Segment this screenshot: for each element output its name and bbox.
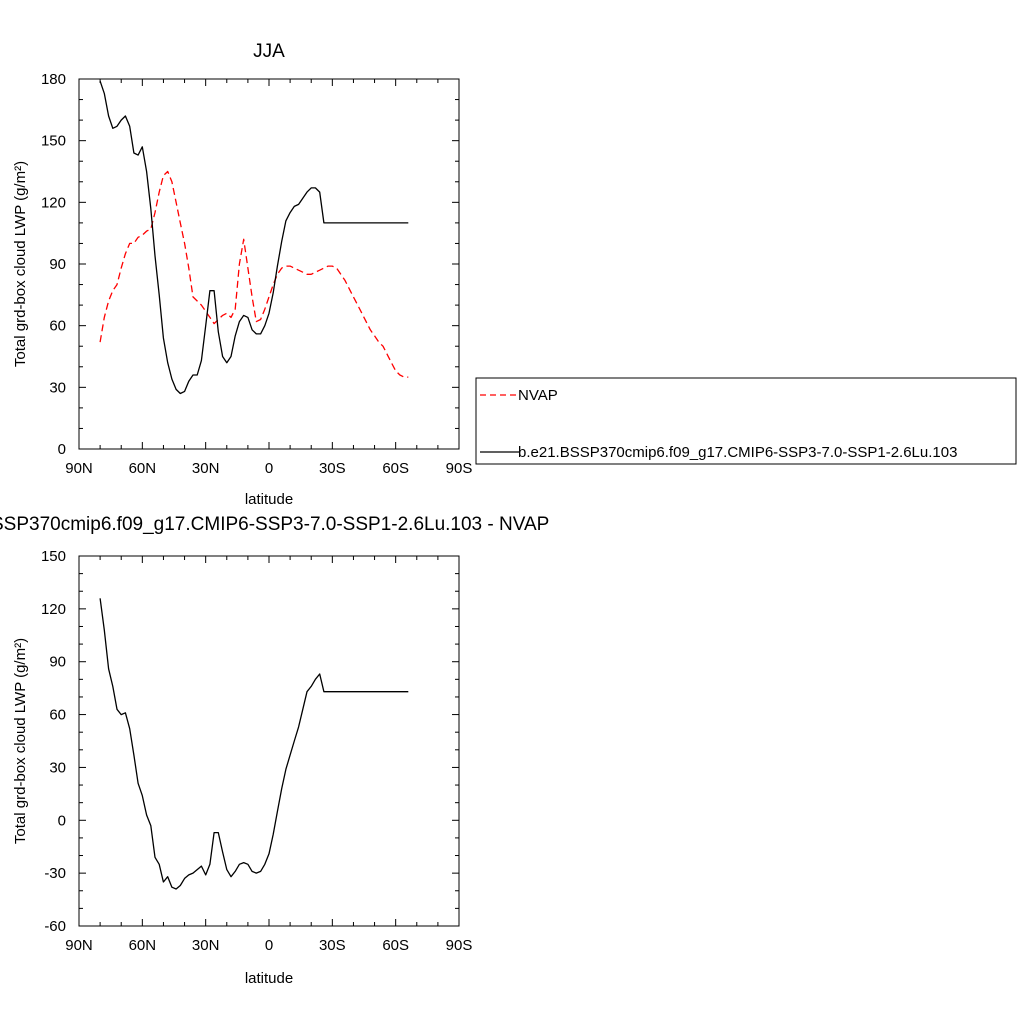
- bottom-chart-x-tick-label: 60S: [382, 937, 409, 954]
- top-chart-x-tick-label: 90N: [65, 460, 93, 477]
- bottom-chart-y-axis-label: Total grd-box cloud LWP (g/m²): [12, 638, 29, 844]
- top-chart-x-tick-label: 30N: [192, 460, 220, 477]
- bottom-chart-x-tick-label: 90S: [446, 937, 473, 954]
- top-chart-x-axis-label: latitude: [245, 491, 293, 508]
- top-chart-y-tick-label: 60: [49, 318, 66, 335]
- bottom-chart-y-tick-label: 30: [49, 759, 66, 776]
- top-chart-legend: NVAP b.e21.BSSP370cmip6.f09_g17.CMIP6-SS…: [475, 377, 1017, 465]
- bottom-chart-ticks: [78, 555, 460, 927]
- bottom-chart-panel: SSP370cmip6.f09_g17.CMIP6-SSP3-7.0-SSP1-…: [0, 514, 549, 987]
- bottom-chart-series: [99, 598, 409, 890]
- top-chart-series-line-1: [99, 80, 409, 395]
- top-chart-y-tick-label: 150: [41, 133, 66, 150]
- bottom-chart-y-tick-label: -30: [44, 865, 66, 882]
- bottom-chart-y-tick-label: -60: [44, 918, 66, 935]
- top-chart-x-tick-label: 60S: [382, 460, 409, 477]
- legend-label-model: b.e21.BSSP370cmip6.f09_g17.CMIP6-SSP3-7.…: [518, 444, 957, 461]
- bottom-chart-series-line-0: [99, 598, 409, 890]
- bottom-chart-title: SSP370cmip6.f09_g17.CMIP6-SSP3-7.0-SSP1-…: [0, 514, 549, 535]
- top-chart-y-tick-label: 120: [41, 194, 66, 211]
- top-chart-title: JJA: [253, 41, 285, 62]
- legend-box: [475, 377, 1017, 465]
- bottom-chart-y-tick-label: 120: [41, 601, 66, 618]
- top-chart-x-tick-label: 30S: [319, 460, 346, 477]
- top-chart-y-tick-labels: 0 30 60 90 120 150 180: [41, 71, 66, 458]
- bottom-chart-x-tick-label: 0: [265, 937, 273, 954]
- top-chart-y-tick-label: 180: [41, 71, 66, 88]
- bottom-chart-x-tick-label: 60N: [129, 937, 157, 954]
- bottom-chart-y-tick-label: 60: [49, 707, 66, 724]
- bottom-chart-plot-area: [78, 555, 460, 927]
- top-chart-ticks: [78, 78, 460, 450]
- legend-label-nvap: NVAP: [518, 387, 558, 404]
- top-chart-y-tick-label: 30: [49, 379, 66, 396]
- top-chart-x-tick-label: 60N: [129, 460, 157, 477]
- bottom-chart-x-axis-label: latitude: [245, 970, 293, 987]
- bottom-chart-frame: [78, 555, 460, 927]
- top-chart-y-tick-label: 90: [49, 256, 66, 273]
- bottom-chart-y-tick-label: 0: [58, 812, 66, 829]
- top-chart-x-tick-label: 0: [265, 460, 273, 477]
- bottom-chart-x-tick-label: 30N: [192, 937, 220, 954]
- bottom-chart-x-tick-label: 90N: [65, 937, 93, 954]
- top-chart-series: [99, 80, 409, 395]
- top-chart-series-line-0: [99, 170, 409, 378]
- bottom-chart-y-tick-labels: -60 -30 0 30 60 90 120 150: [41, 548, 66, 935]
- top-chart-y-tick-label: 0: [58, 441, 66, 458]
- bottom-chart-y-tick-label: 150: [41, 548, 66, 565]
- bottom-chart-x-tick-label: 30S: [319, 937, 346, 954]
- top-chart-panel: JJA 90N 60N 30N 0 30S 60S 90S 0 30 60 90 120 150 180…: [12, 41, 472, 508]
- top-chart-plot-area: [78, 78, 460, 450]
- bottom-chart-y-tick-label: 90: [49, 654, 66, 671]
- top-chart-y-axis-label: Total grd-box cloud LWP (g/m²): [12, 161, 29, 367]
- top-chart-x-tick-labels: 90N 60N 30N 0 30S 60S 90S: [65, 460, 472, 477]
- top-chart-x-tick-label: 90S: [446, 460, 473, 477]
- bottom-chart-x-tick-labels: 90N 60N 30N 0 30S 60S 90S: [65, 937, 472, 954]
- top-chart-frame: [78, 78, 460, 450]
